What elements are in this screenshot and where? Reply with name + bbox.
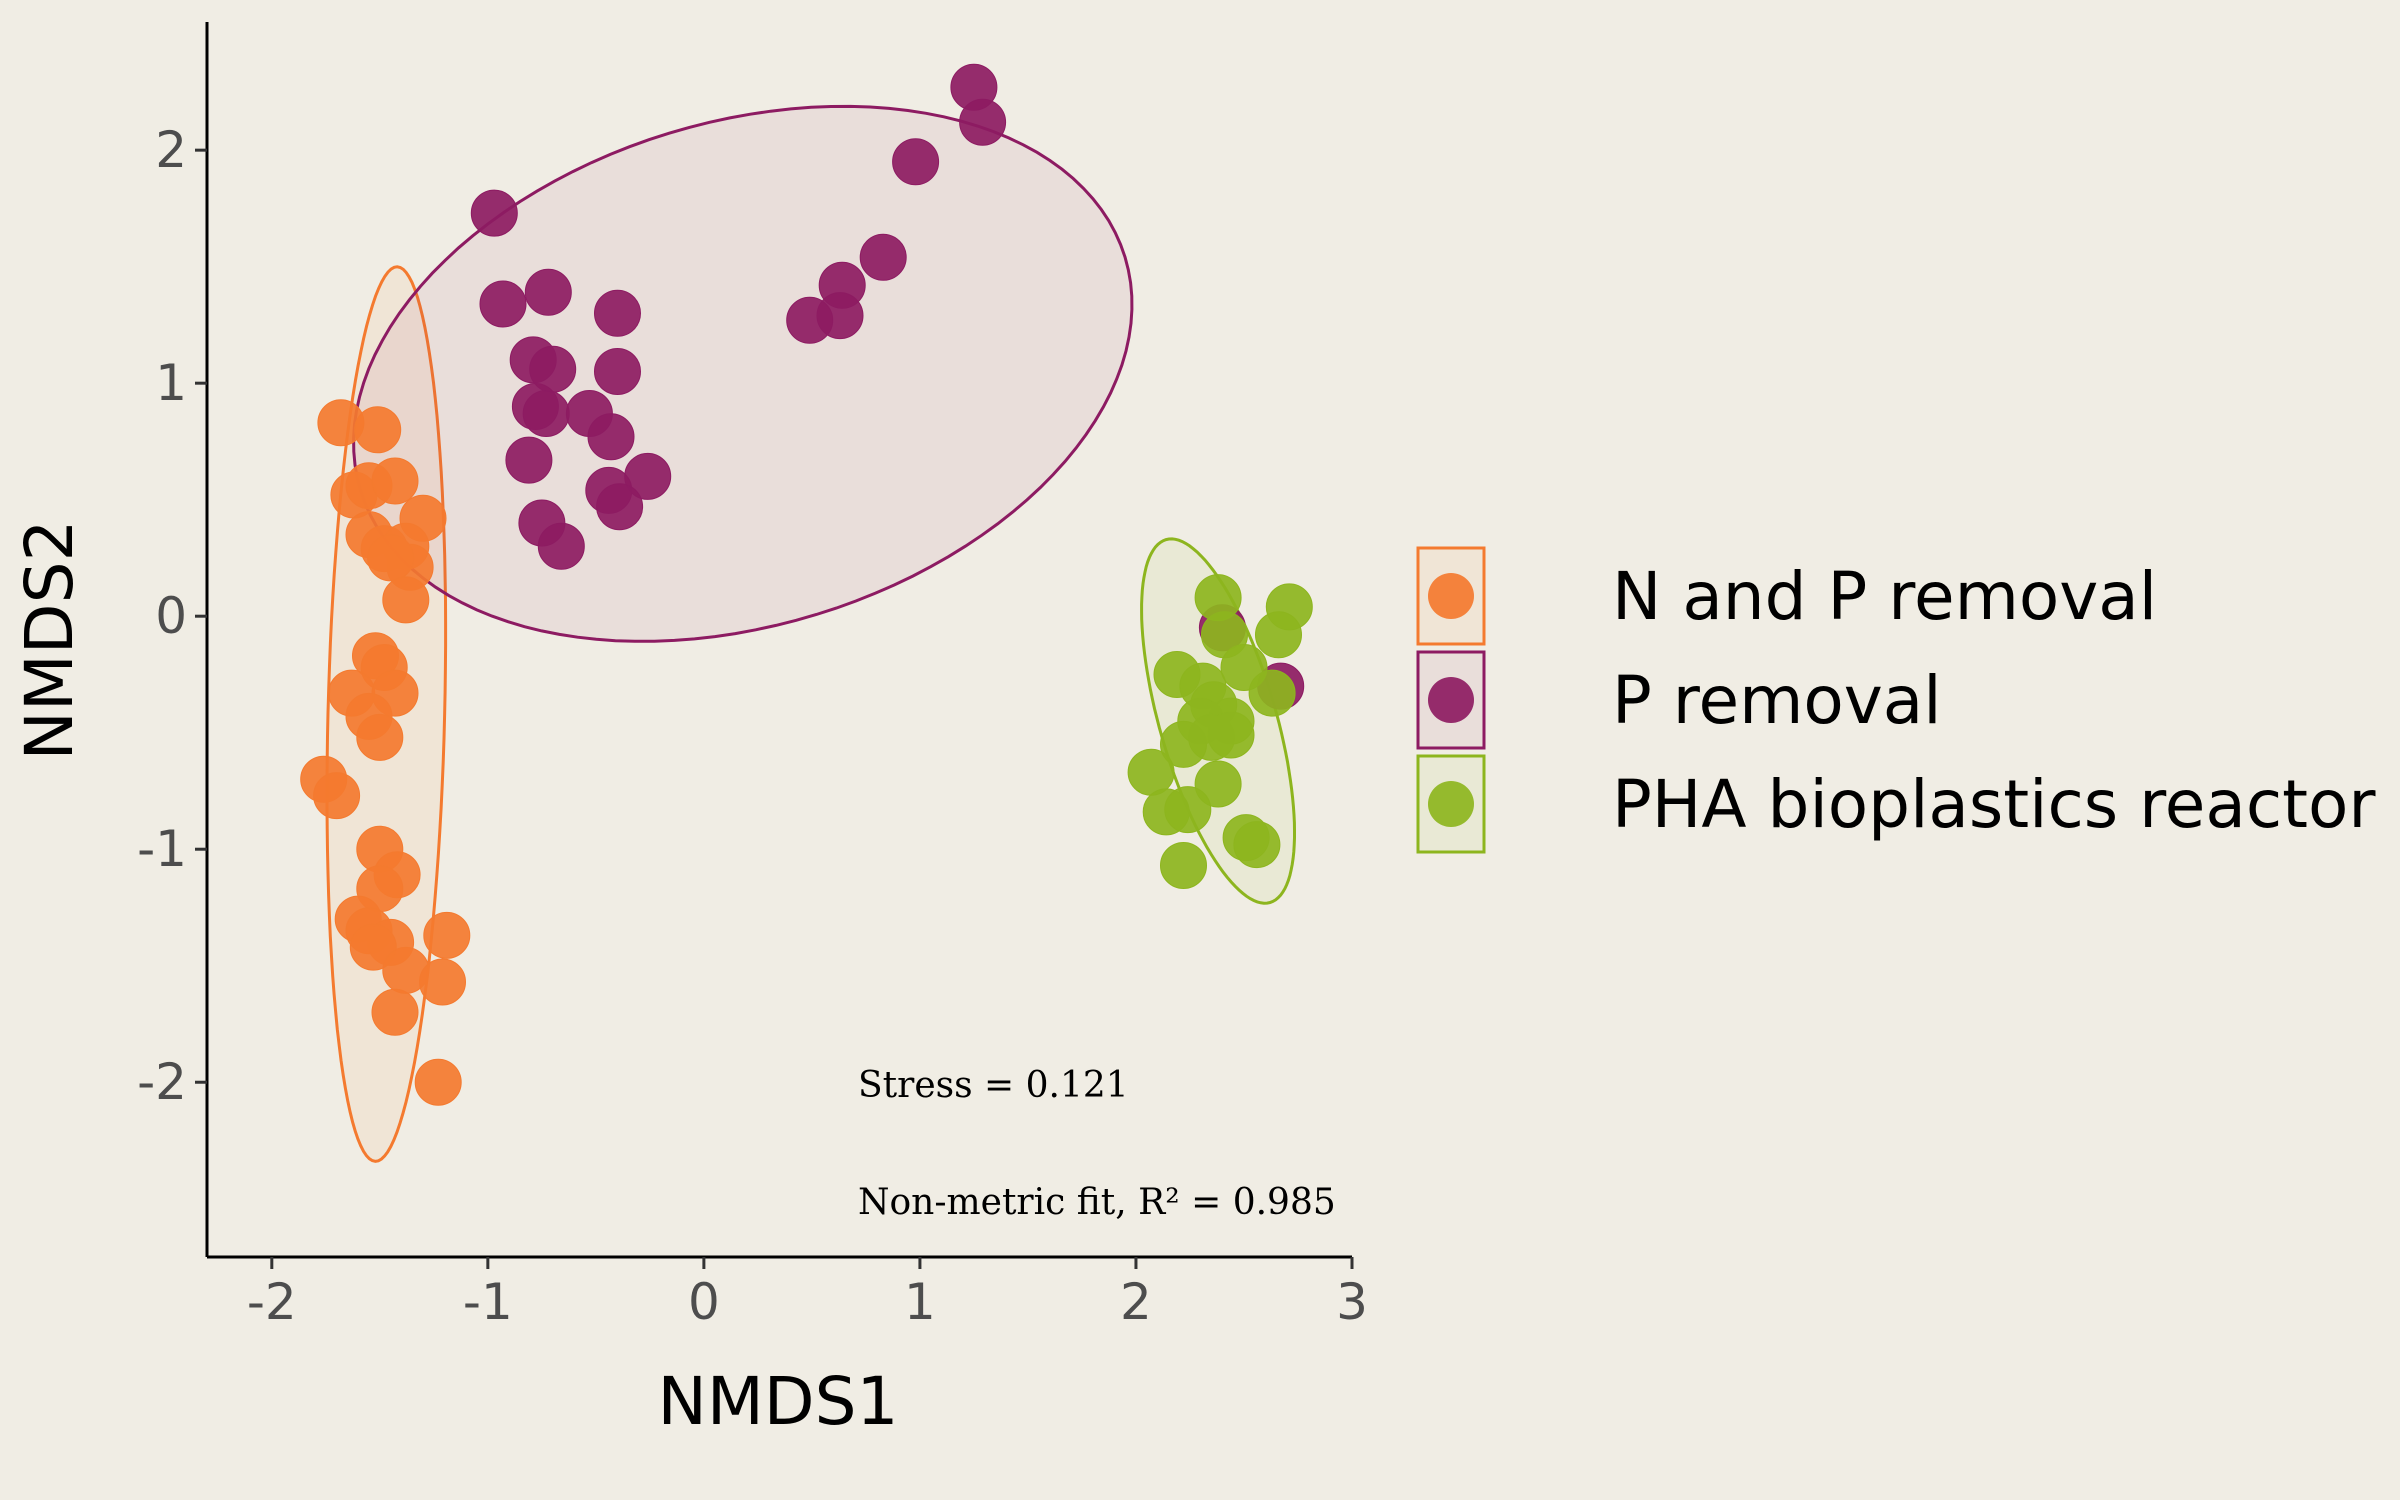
point-series-1-4: [859, 233, 907, 281]
point-series-1-1: [959, 98, 1007, 146]
point-series-1-7: [786, 296, 834, 344]
point-series-1-9: [524, 268, 572, 316]
point-series-1-3: [470, 189, 518, 237]
fit-annotation: Non-metric fit, R² = 0.985: [858, 1182, 1336, 1223]
legend-label-0: N and P removal: [1612, 558, 2157, 635]
point-series-1-13: [594, 348, 641, 395]
x-tick-label-3: 1: [904, 1273, 936, 1331]
point-series-2-17: [1164, 786, 1212, 834]
point-series-0-4: [371, 457, 419, 505]
point-series-0-17: [356, 713, 404, 761]
point-series-0-28: [371, 988, 419, 1036]
confidence-ellipses: [325, 104, 1296, 1163]
legend: N and P removal P removal PHA bioplastics …: [1416, 546, 2376, 854]
data-points: [300, 63, 1313, 1106]
y-tick-label-4: 2: [155, 121, 187, 179]
point-series-0-1: [354, 406, 402, 454]
point-series-2-7: [1248, 669, 1296, 717]
point-series-0-31: [414, 1058, 462, 1106]
y-tick-label-1: -1: [137, 820, 187, 878]
y-tick-label-3: 1: [155, 354, 187, 412]
point-series-1-18: [505, 436, 553, 484]
legend-marker-2: [1428, 781, 1474, 827]
point-series-2-14: [1127, 748, 1175, 796]
point-series-1-17: [587, 413, 635, 461]
y-axis-title: NMDS2: [11, 519, 88, 760]
point-series-2-13: [1160, 720, 1207, 768]
point-series-1-2: [892, 138, 940, 186]
y-tick-label-2: 0: [155, 587, 187, 645]
ellipse-series-1: [352, 104, 1134, 643]
legend-marker-1: [1428, 677, 1474, 723]
x-tick-label-2: 0: [688, 1273, 720, 1331]
point-series-0-30: [419, 958, 466, 1006]
ticks: -2 -1 0 1 2 3 -2 -1 0 1 2: [137, 121, 1368, 1331]
point-series-2-2: [1255, 611, 1302, 659]
point-series-1-23: [537, 522, 585, 570]
point-series-0-19: [313, 772, 361, 820]
x-tick-label-0: -2: [247, 1273, 297, 1331]
x-tick-label-4: 2: [1120, 1273, 1152, 1331]
legend-label-2: PHA bioplastics reactor: [1612, 766, 2376, 843]
x-tick-label-1: -1: [463, 1273, 513, 1331]
legend-marker-0: [1428, 573, 1474, 619]
point-series-0-11: [382, 576, 430, 624]
y-tick-label-0: -2: [137, 1053, 187, 1111]
point-series-1-15: [522, 390, 570, 437]
point-series-2-12: [1207, 711, 1255, 759]
point-series-2-19: [1233, 821, 1281, 869]
point-series-0-29: [423, 911, 471, 959]
axes: [205, 22, 1352, 1259]
point-series-1-21: [596, 483, 644, 531]
point-series-0-10: [367, 534, 415, 582]
x-axis-title: NMDS1: [657, 1363, 898, 1440]
legend-label-1: P removal: [1612, 662, 1942, 739]
point-series-1-8: [479, 280, 527, 328]
stress-annotation: Stress = 0.121: [858, 1065, 1129, 1106]
point-series-0-26: [349, 923, 397, 971]
x-tick-label-5: 3: [1336, 1273, 1368, 1331]
point-series-2-20: [1160, 842, 1207, 889]
point-series-1-10: [594, 289, 641, 337]
